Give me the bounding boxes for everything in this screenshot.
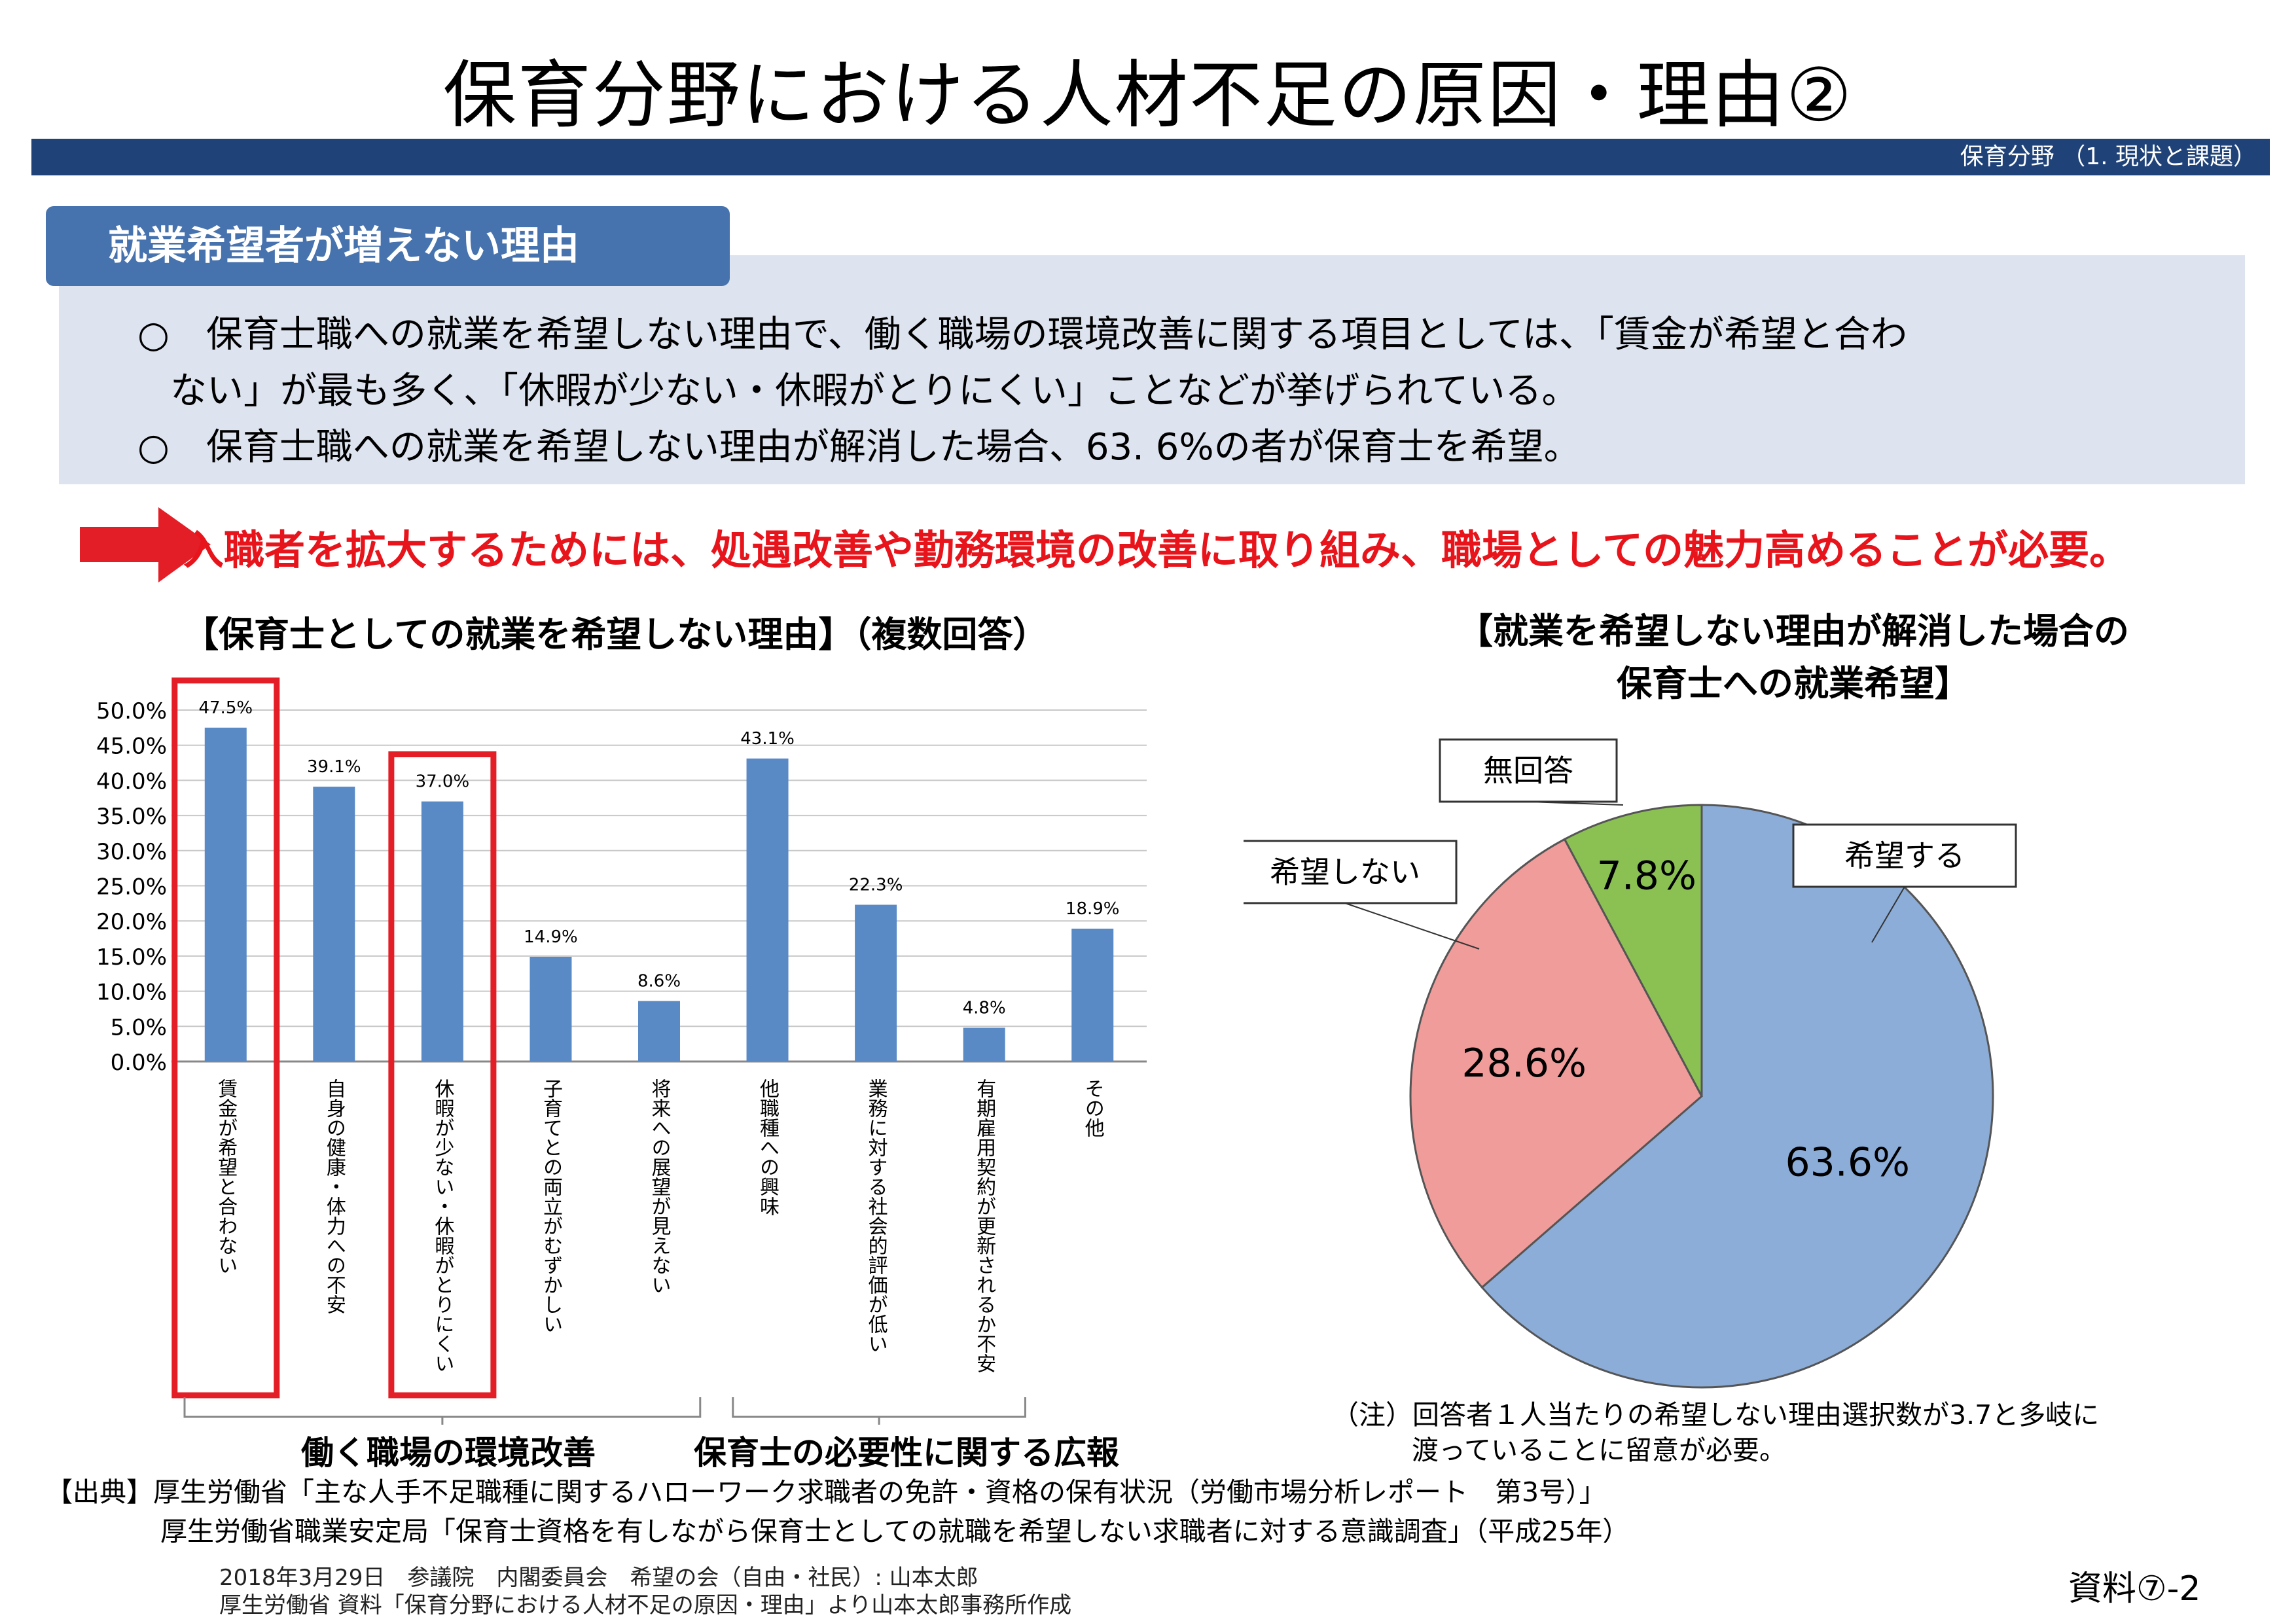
pie-slice-label: 希望する: [1844, 838, 1965, 874]
bar: [204, 727, 247, 1061]
summary-line-1: ○ 保育士職への就業を希望しない理由で、働く職場の環境改善に関する項目としては、…: [137, 313, 1907, 356]
bar-chart: 0.0% 5.0% 10.0% 15.0% 20.0% 25.0% 30.0% 35.0% 40…: [96, 677, 1147, 1425]
y-tick-label: 30.0%: [96, 839, 167, 865]
pie-title-line-1: 【就業を希望しない理由が解消した場合の: [1458, 611, 2129, 652]
callout-box: [1792, 823, 2017, 888]
conclusion-text: 入職者を拡大するためには、処遇改善や勤務環境の改善に取り組み、職場としての魅力高…: [183, 526, 2130, 574]
y-tick-label: 50.0%: [96, 698, 167, 724]
bar: [421, 801, 463, 1061]
y-tick-label: 25.0%: [96, 874, 167, 901]
note-line-2: 渡っていることに留意が必要。: [1412, 1435, 1786, 1466]
source-citation: 【出典】厚生労働省「主な人手不足職種に関するハローワーク求職者の免許・資格の保有…: [46, 1472, 1629, 1551]
leader-line: [1344, 902, 1480, 950]
bar-chart-labels: 47.5% 39.1% 37.0% 14.9% 8.6% 43.1% 22.3% 4.8% 18…: [198, 698, 1119, 1018]
pie-slice-label: 希望しない: [1270, 855, 1420, 890]
highlight-box: [388, 751, 497, 1399]
pie-chart-slices: 63.6% 28.6% 7.8%: [1409, 804, 1994, 1389]
y-tick-label: 45.0%: [96, 734, 167, 760]
right-arrow-icon: [80, 507, 211, 582]
bar: [1071, 929, 1114, 1061]
category-label: 有期雇用契約が更新されるか不安: [973, 1079, 996, 1373]
highlight-box: [171, 677, 280, 1399]
bar: [529, 956, 572, 1061]
callout-box: [1244, 840, 1458, 904]
category-label: 子育てとの両立がむずかしい: [539, 1079, 562, 1334]
pie-value-label: 7.8%: [1597, 853, 1696, 899]
bar: [855, 904, 897, 1061]
summary-line-2: ない」が最も多く、「休暇が少ない・休暇がとりにくい」ことなどが挙げられている。: [170, 370, 1579, 412]
bar: [746, 758, 789, 1061]
footer-credit: 2018年3月29日 参議院 内閣委員会 希望の会（自由・社民）: 山本太郎 厚…: [219, 1564, 1071, 1619]
pie-slice: [1409, 838, 1703, 1289]
bar-value-label: 37.0%: [416, 772, 470, 792]
y-tick-label: 20.0%: [96, 909, 167, 935]
group-brace: [183, 1397, 702, 1425]
category-label: 他職種への興味: [756, 1079, 780, 1216]
category-label: 休暇が少ない・休暇がとりにくい: [431, 1079, 454, 1373]
footer-line-2: 厚生労働省 資料「保育分野における人材不足の原因・理由」より山本太郎事務所作成: [219, 1592, 1072, 1618]
page-title: 保育分野における人材不足の原因・理由②: [442, 53, 1854, 138]
y-tick-label: 40.0%: [96, 768, 167, 794]
pie-value-label: 63.6%: [1785, 1139, 1910, 1185]
bar: [963, 1027, 1005, 1061]
bar-value-label: 47.5%: [198, 698, 253, 718]
header-band: [31, 139, 2270, 175]
bar-value-label: 39.1%: [307, 757, 361, 777]
bar: [313, 787, 355, 1061]
bar-chart-bars: [204, 727, 1114, 1061]
pie-title-line-2: 保育士への就業希望】: [1617, 663, 1970, 704]
pie-chart-title: 【就業を希望しない理由が解消した場合の 保育士への就業希望】: [1309, 605, 2278, 710]
category-label: その他: [1081, 1079, 1105, 1137]
note-line-1: （注）回答者１人当たりの希望しない理由選択数が3.7と多岐に: [1332, 1399, 2100, 1431]
source-line-1: 【出典】厚生労働省「主な人手不足職種に関するハローワーク求職者の免許・資格の保有…: [46, 1476, 1606, 1508]
pie-slice-label: 無回答: [1483, 753, 1573, 789]
bar-chart-title: 【保育士としての就業を希望しない理由】（複数回答）: [183, 614, 1049, 655]
pie-value-label: 28.6%: [1462, 1041, 1587, 1086]
category-label: 業務に対する社会的評価が低い: [865, 1079, 888, 1353]
y-tick-label: 35.0%: [96, 804, 167, 830]
summary-box: ○ 保育士職への就業を希望しない理由で、働く職場の環境改善に関する項目としては、…: [59, 255, 2245, 484]
summary-heading: 就業希望者が増えない理由: [46, 206, 730, 286]
y-tick-label: 10.0%: [96, 980, 167, 1006]
source-line-2: 厚生労働省職業安定局「保育士資格を有しながら保育士としての就職を希望しない求職者…: [160, 1516, 1630, 1547]
bar: [638, 1001, 680, 1061]
page-reference: 資料⑦-2: [2068, 1569, 2201, 1609]
bar-value-label: 22.3%: [849, 875, 903, 895]
pie-note: （注）回答者１人当たりの希望しない理由選択数が3.7と多岐に 渡っていることに留…: [1332, 1397, 2099, 1468]
group-label-workplace: 働く職場の環境改善: [301, 1434, 596, 1472]
y-tick-label: 15.0%: [96, 944, 167, 971]
summary-line-3: ○ 保育士職への就業を希望しない理由が解消した場合、63. 6%の者が保育士を希…: [137, 426, 1581, 469]
group-label-publicity: 保育士の必要性に関する広報: [694, 1434, 1119, 1472]
section-label: 保育分野 （1. 現状と課題）: [1960, 143, 2257, 170]
y-tick-label: 0.0%: [111, 1050, 167, 1076]
bar-value-label: 14.9%: [524, 927, 578, 947]
category-label: 自身の健康・体力への不安: [323, 1079, 346, 1314]
group-braces: [183, 1397, 1026, 1425]
footer-line-1: 2018年3月29日 参議院 内閣委員会 希望の会（自由・社民）: 山本太郎: [219, 1565, 978, 1591]
pie-slice: [1563, 804, 1703, 1097]
bar-value-label: 8.6%: [637, 972, 681, 991]
y-tick-label: 5.0%: [111, 1014, 167, 1041]
bar-chart-grid: 0.0% 5.0% 10.0% 15.0% 20.0% 25.0% 30.0% 35.0% 40…: [96, 698, 1147, 1076]
leader-line: [1871, 886, 1905, 943]
bar-value-label: 4.8%: [963, 998, 1006, 1018]
pie-chart: 63.6% 28.6% 7.8% 希望する 希望しない 無回答: [1244, 738, 2017, 1389]
category-label: 賃金が希望と合わない: [214, 1079, 238, 1275]
pie-chart-callouts: 希望する 希望しない 無回答: [1244, 738, 2017, 950]
bar-chart-highlights: [171, 677, 497, 1399]
bar-value-label: 18.9%: [1066, 899, 1120, 919]
callout-box: [1439, 738, 1618, 803]
bar-value-label: 43.1%: [740, 729, 795, 749]
group-brace: [732, 1397, 1026, 1425]
bar-chart-categories: 賃金が希望と合わない 自身の健康・体力への不安 休暇が少ない・休暇がとりにくい 子育て…: [214, 1079, 1104, 1373]
category-label: 将来への展望が見えない: [648, 1079, 672, 1294]
